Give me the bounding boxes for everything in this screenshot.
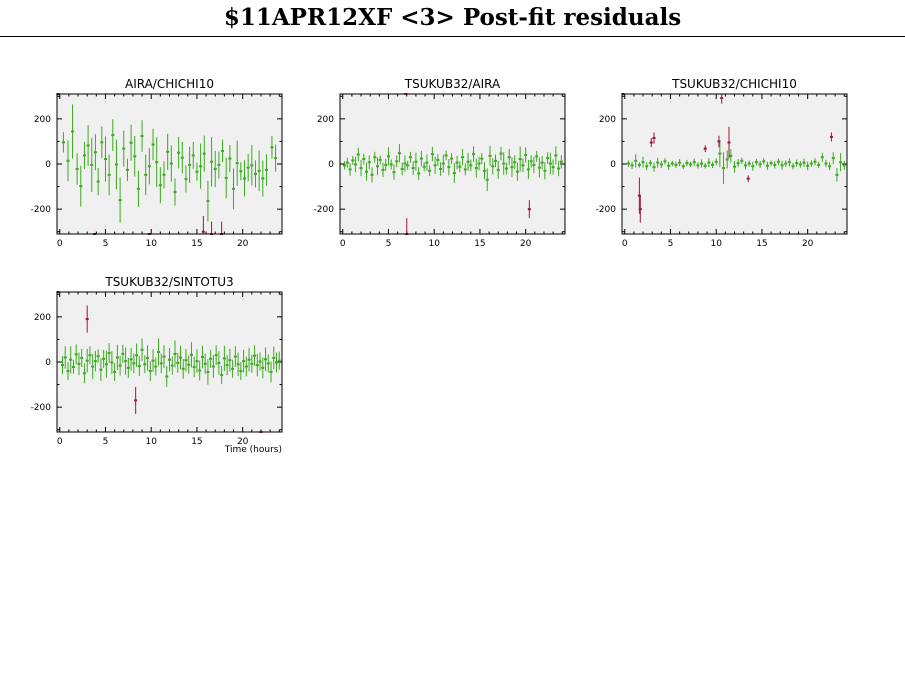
x-tick-label: 0 <box>57 239 63 249</box>
plot-frame <box>56 93 283 235</box>
y-tick-label: -200 <box>31 403 52 413</box>
plot-frame <box>56 291 283 433</box>
x-tick-label: 5 <box>103 239 109 249</box>
x-tick-label: 15 <box>191 239 202 249</box>
x-tick-label: 20 <box>520 239 532 249</box>
y-tick-label: 0 <box>45 358 51 368</box>
x-tick-label: 10 <box>145 239 157 249</box>
x-tick-label: 15 <box>474 239 485 249</box>
y-tick-label: 200 <box>34 313 51 323</box>
x-tick-label: 0 <box>340 239 346 249</box>
x-tick-label: 20 <box>237 239 249 249</box>
title-rule <box>0 36 905 37</box>
chart-panel: TSUKUB32/SINTOTU3 0 5 10 15 20 200 0 -200 Time (h… <box>31 275 283 455</box>
x-tick-label: 5 <box>103 437 109 447</box>
x-tick-label: 10 <box>145 437 157 447</box>
y-tick-label: 0 <box>328 160 334 170</box>
y-tick-label: 0 <box>610 160 616 170</box>
y-tick-label: 200 <box>317 115 334 125</box>
chart-title: TSUKUB32/AIRA <box>404 77 501 91</box>
y-tick-label: 200 <box>34 115 51 125</box>
x-tick-label: 20 <box>237 437 249 447</box>
x-tick-label: 20 <box>802 239 814 249</box>
page-title: $11APR12XF <3> Post-fit residuals <box>223 4 682 31</box>
x-tick-label: 5 <box>386 239 392 249</box>
plot-frame <box>339 93 566 235</box>
plot-frame <box>621 93 848 235</box>
chart-title: TSUKUB32/SINTOTU3 <box>104 275 233 289</box>
x-tick-label: 10 <box>710 239 722 249</box>
y-tick-label: 0 <box>45 160 51 170</box>
x-tick-label: 15 <box>756 239 767 249</box>
chart-panel: AIRA/CHICHI10 0 5 10 15 20 200 0 -200 <box>31 77 283 249</box>
x-tick-label: 0 <box>622 239 628 249</box>
y-tick-label: -200 <box>31 205 52 215</box>
chart-panel: TSUKUB32/CHICHI10 0 5 10 15 20 200 0 -200 <box>596 77 848 249</box>
y-tick-label: -200 <box>596 205 617 215</box>
y-tick-label: -200 <box>314 205 335 215</box>
x-tick-label: 15 <box>191 437 202 447</box>
y-tick-label: 200 <box>599 115 616 125</box>
x-axis-label: Time (hours) <box>224 445 282 455</box>
chart-title: AIRA/CHICHI10 <box>125 77 214 91</box>
x-tick-label: 0 <box>57 437 63 447</box>
chart-title: TSUKUB32/CHICHI10 <box>671 77 797 91</box>
x-tick-label: 5 <box>668 239 674 249</box>
x-tick-label: 10 <box>428 239 440 249</box>
chart-panel: TSUKUB32/AIRA 0 5 10 15 20 200 0 -200 <box>314 77 566 249</box>
